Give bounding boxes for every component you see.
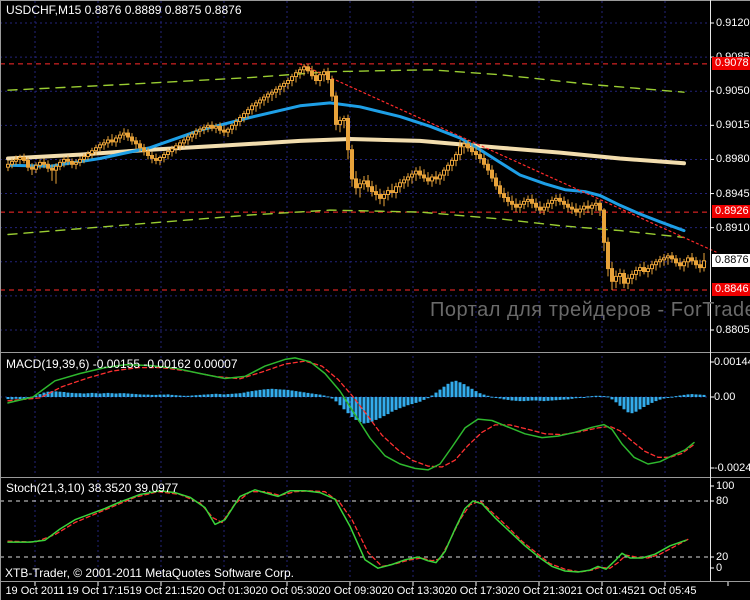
stoch-indicator-label: Stoch(21,3,10) 38.3520 39.0977 [6, 481, 179, 495]
price-axis-label[interactable]: 0.8910 [716, 221, 750, 234]
time-axis-label[interactable]: 20 Oct 09:30 [318, 585, 382, 597]
time-axis-label[interactable]: 21 Oct 05:45 [633, 585, 697, 597]
stoch-axis-label[interactable]: 0 [716, 562, 723, 574]
candles-series [6, 63, 706, 290]
fast-ma-line [6, 101, 686, 233]
level-price-tag: 0.9078 [712, 56, 750, 70]
price-axis-label[interactable]: 0.8945 [716, 187, 750, 200]
stoch-axis-label[interactable]: 20 [716, 551, 729, 563]
time-axis-label[interactable]: 19 Oct 17:15 [66, 585, 130, 597]
time-axis-label[interactable]: 19 Oct 21:15 [129, 585, 193, 597]
price-axis-label[interactable]: 0.9120 [716, 17, 750, 29]
time-axis-label[interactable]: 20 Oct 21:30 [507, 585, 571, 597]
macd-signal-line [7, 360, 695, 468]
trendline [299, 63, 717, 253]
price-axis-label[interactable]: 0.9050 [716, 85, 750, 98]
macd-main-line [7, 357, 695, 471]
macd-axis-label[interactable]: -0.00248 [714, 462, 750, 474]
macd-axis-label[interactable]: 0.00144 [714, 356, 750, 368]
level-price-tag: 0.8846 [712, 283, 750, 297]
stoch-signal-line [7, 490, 689, 573]
chart-title: USDCHF,M15 0.8876 0.8889 0.8875 0.8876 [6, 3, 242, 17]
time-axis-label[interactable]: 20 Oct 05:30 [255, 585, 319, 597]
time-axis-label[interactable]: 20 Oct 17:30 [444, 585, 508, 597]
lower-band-line [7, 209, 685, 239]
time-axis-label[interactable]: 21 Oct 01:45 [570, 585, 634, 597]
macd-indicator-label: MACD(19,39,6) -0.00155 -0.00162 0.00007 [6, 357, 238, 371]
price-axis-label[interactable]: 0.9015 [716, 119, 750, 132]
macd-axis-label[interactable]: 0.00 [714, 391, 736, 403]
current-price-tag: 0.8876 [712, 253, 750, 267]
time-axis-label[interactable]: 20 Oct 13:30 [381, 585, 445, 597]
watermark-text: Портал для трейдеров - ForTrader.ru [430, 299, 750, 321]
time-axis-label[interactable]: 19 Oct 2011 [5, 585, 65, 597]
stoch-main-line [7, 489, 687, 573]
price-axis-label[interactable]: 0.8980 [716, 153, 750, 166]
copyright-text: XTB-Trader, © 2001-2011 MetaQuotes Softw… [5, 566, 294, 580]
time-axis-label[interactable]: 20 Oct 01:30 [192, 585, 256, 597]
macd-histogram [6, 380, 706, 424]
stoch-axis-label[interactable]: 100 [716, 480, 735, 492]
price-axis-label[interactable]: 0.8805 [716, 323, 750, 336]
upper-band-line [7, 69, 685, 93]
stoch-axis-label[interactable]: 80 [716, 495, 729, 507]
level-price-tag: 0.8926 [712, 205, 750, 219]
